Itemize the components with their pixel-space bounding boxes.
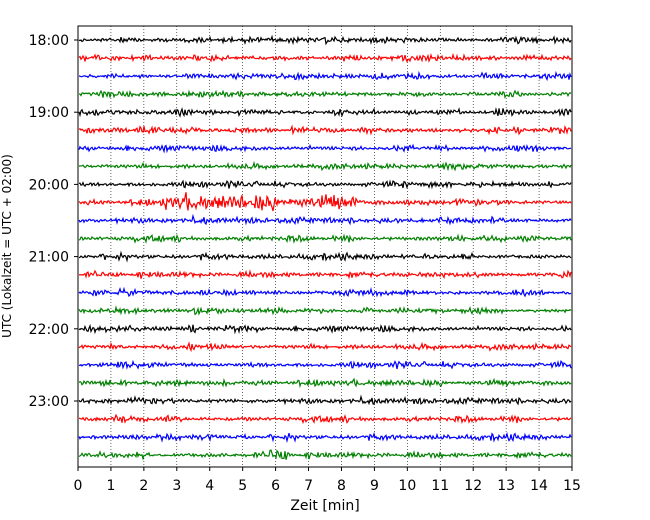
trace-2100: [78, 250, 572, 263]
x-tick-label-8: 8: [337, 478, 346, 494]
trace-1815: [78, 52, 572, 64]
y-tick-label-0: 18:00: [29, 33, 69, 49]
trace-2345: [78, 449, 572, 461]
trace-2015: [78, 192, 572, 212]
trace-2045: [78, 233, 572, 244]
y-axis-ticks: 18:00 19:00 20:00 21:00 22:00 23:00: [29, 33, 78, 410]
trace-2245: [78, 377, 572, 389]
y-tick-label-5: 23:00: [29, 394, 69, 410]
trace-1830: [78, 70, 572, 82]
trace-2115: [78, 269, 572, 280]
x-tick-label-9: 9: [370, 478, 379, 494]
x-tick-label-1: 1: [106, 478, 115, 494]
trace-2315: [78, 413, 572, 425]
trace-2200: [78, 323, 572, 335]
y-axis-label: UTC (Lokalzeit = UTC + 02:00): [0, 154, 14, 338]
x-tick-label-2: 2: [139, 478, 148, 494]
trace-2130: [78, 286, 572, 298]
y-tick-label-3: 21:00: [29, 250, 69, 266]
seismic-traces: [78, 34, 572, 461]
trace-2000: [78, 179, 572, 190]
x-tick-label-5: 5: [238, 478, 247, 494]
x-tick-label-12: 12: [464, 478, 482, 494]
x-tick-label-0: 0: [74, 478, 83, 494]
trace-1900: [78, 106, 572, 118]
trace-2215: [78, 341, 572, 353]
x-tick-label-6: 6: [271, 478, 280, 494]
y-tick-label-2: 20:00: [29, 177, 69, 193]
trace-1800: [78, 34, 572, 46]
x-axis-label: Zeit [min]: [290, 498, 359, 514]
x-tick-label-7: 7: [304, 478, 313, 494]
plot-frame: [77, 25, 573, 468]
x-tick-label-14: 14: [530, 478, 548, 494]
trace-1945: [78, 160, 572, 172]
x-tick-label-11: 11: [431, 478, 449, 494]
trace-2300: [78, 394, 572, 406]
trace-1845: [78, 89, 572, 99]
trace-2330: [78, 431, 572, 444]
x-tick-label-13: 13: [497, 478, 515, 494]
x-tick-label-15: 15: [563, 478, 581, 494]
trace-2030: [78, 213, 572, 226]
y-tick-label-1: 19:00: [29, 105, 69, 121]
trace-1915: [78, 124, 572, 136]
y-tick-label-4: 22:00: [29, 322, 69, 338]
x-tick-label-10: 10: [398, 478, 416, 494]
trace-2145: [78, 305, 572, 316]
x-axis-ticks: 0 1 2 3 4 5 6 7 8 9 10 11 12 13 14 15: [74, 467, 581, 494]
trace-1930: [78, 143, 572, 154]
trace-2230: [78, 359, 572, 370]
x-tick-label-4: 4: [205, 478, 214, 494]
x-tick-label-3: 3: [172, 478, 181, 494]
